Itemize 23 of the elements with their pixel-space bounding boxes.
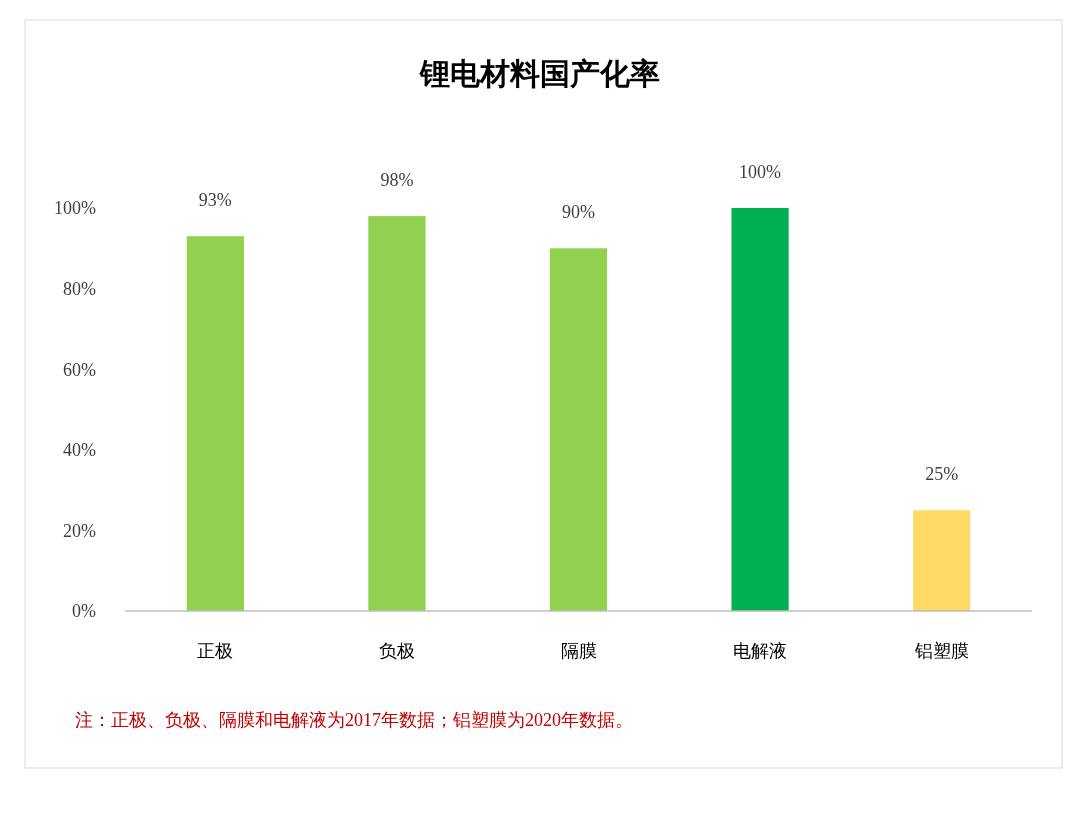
x-tick-label: 正极 xyxy=(197,641,234,661)
data-label: 100% xyxy=(739,162,782,182)
bar xyxy=(368,216,426,611)
bar xyxy=(186,236,244,611)
x-tick-label: 负极 xyxy=(378,641,415,661)
text: 注：正极、负极、隔膜和电解液为2017年数据；铝塑膜为2020年数据。 xyxy=(75,710,633,730)
data-label: 25% xyxy=(925,464,959,485)
bar xyxy=(913,510,971,611)
y-tick-label: 0% xyxy=(72,601,96,622)
x-tick-label: 铝塑膜 xyxy=(913,641,969,661)
y-tick-label: 20% xyxy=(63,520,96,541)
bar xyxy=(731,208,789,611)
chart-title: 锂电材料国产化率 xyxy=(419,57,660,90)
data-label: 93% xyxy=(198,190,232,211)
y-tick-label: 80% xyxy=(63,278,96,299)
data-label: 98% xyxy=(380,170,414,191)
data-label: 90% xyxy=(562,202,595,223)
x-tick-label: 电解液 xyxy=(733,641,788,661)
y-tick-label: 60% xyxy=(63,359,96,380)
y-tick-label: 40% xyxy=(63,440,96,461)
bar xyxy=(549,248,608,611)
y-tick-label: 100% xyxy=(54,198,96,219)
x-tick-label: 隔膜 xyxy=(560,641,597,661)
